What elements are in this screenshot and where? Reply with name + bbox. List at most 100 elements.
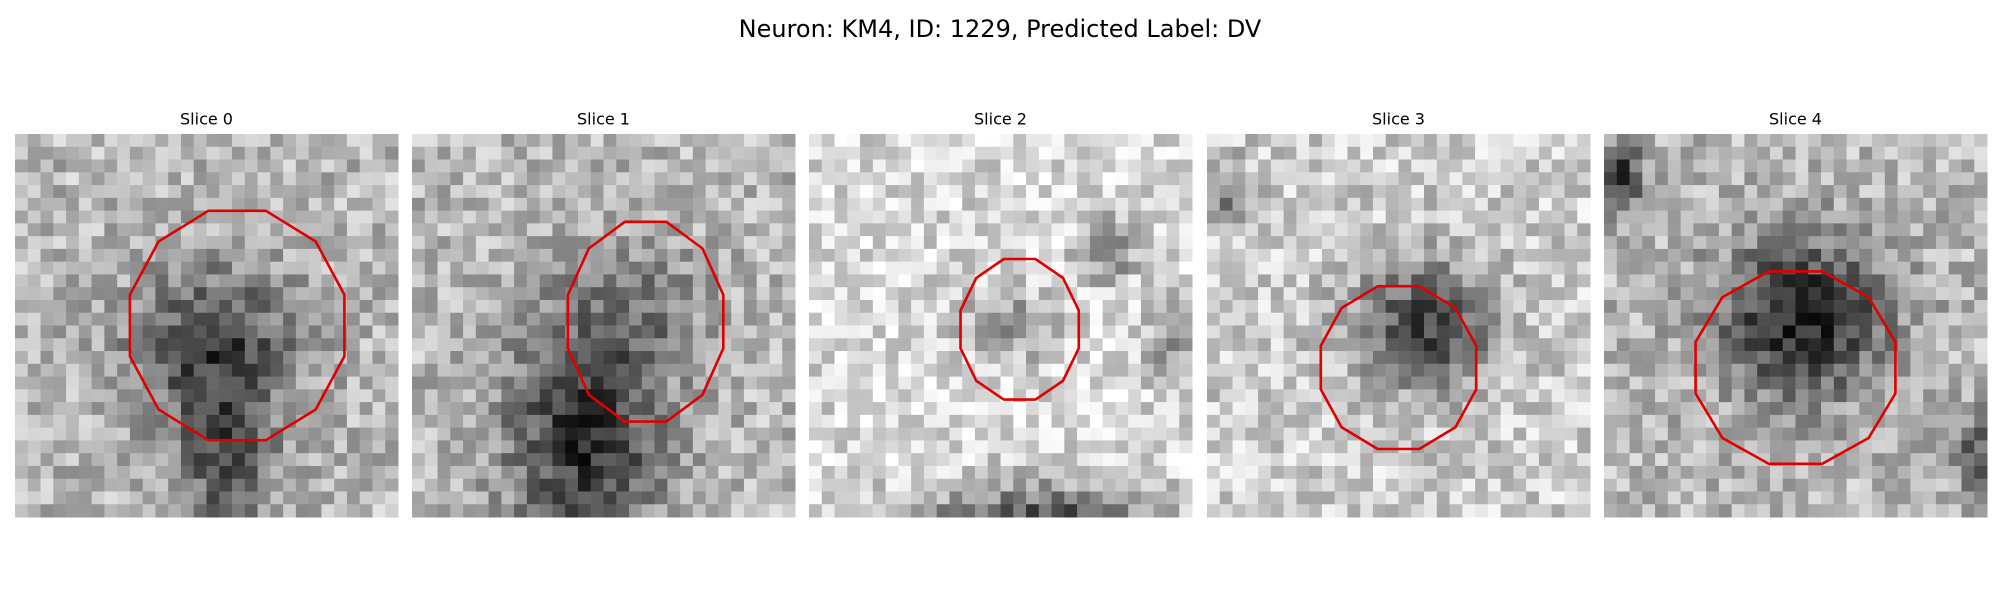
pixel — [936, 402, 950, 416]
pixel — [847, 389, 861, 403]
pixel — [1808, 248, 1822, 263]
pixel — [1089, 185, 1104, 199]
pixel — [1207, 504, 1221, 518]
pixel — [424, 440, 439, 454]
pixel — [616, 453, 630, 467]
pixel — [53, 325, 67, 339]
pixel — [372, 312, 386, 326]
pixel — [346, 248, 361, 263]
pixel — [1128, 312, 1142, 326]
pixel — [295, 248, 310, 263]
pixel — [974, 338, 989, 352]
pixel — [27, 478, 42, 492]
pixel — [1245, 389, 1259, 403]
pixel — [1744, 427, 1758, 441]
pixel — [1321, 312, 1336, 326]
pixel — [1872, 325, 1886, 339]
pixel — [270, 134, 284, 148]
pixel — [1462, 376, 1476, 390]
pixel — [1577, 299, 1591, 314]
pixel — [40, 402, 54, 416]
pixel — [911, 159, 925, 173]
pixel — [1179, 440, 1193, 454]
pixel — [308, 478, 322, 492]
pixel — [475, 376, 490, 390]
pixel — [1500, 274, 1514, 288]
pixel — [437, 351, 451, 365]
pixel — [206, 389, 220, 403]
pixel — [654, 185, 668, 199]
pixel — [15, 351, 29, 365]
pixel — [385, 504, 399, 518]
pixel — [847, 478, 861, 492]
pixel — [1961, 299, 1975, 314]
pixel — [1398, 261, 1412, 275]
pixel — [257, 351, 271, 365]
pixel — [424, 236, 439, 250]
pixel — [219, 236, 233, 250]
pixel — [359, 491, 373, 505]
pixel — [40, 440, 54, 454]
pixel — [1258, 159, 1272, 173]
pixel — [1859, 351, 1873, 365]
pixel — [667, 491, 681, 505]
pixel — [809, 159, 823, 173]
pixel — [1897, 389, 1911, 403]
pixel — [911, 440, 925, 454]
pixel — [117, 197, 131, 212]
pixel — [1513, 197, 1527, 212]
pixel — [629, 376, 643, 390]
pixel — [1693, 134, 1707, 148]
pixel — [603, 146, 617, 161]
pixel — [1757, 504, 1771, 518]
pixel — [539, 440, 553, 454]
pixel — [91, 351, 105, 365]
pixel — [1872, 465, 1886, 480]
pixel — [1462, 146, 1476, 161]
pixel — [1179, 146, 1193, 161]
pixel — [1872, 185, 1886, 199]
pixel — [1833, 504, 1848, 518]
pixel — [1051, 146, 1065, 161]
pixel — [718, 274, 732, 288]
pixel — [180, 453, 195, 467]
pixel — [1872, 440, 1886, 454]
pixel — [321, 159, 335, 173]
pixel — [232, 427, 246, 441]
pixel — [1140, 478, 1155, 492]
pixel — [1974, 172, 1988, 186]
pixel — [257, 134, 271, 148]
pixel — [923, 402, 938, 416]
pixel — [104, 223, 118, 237]
pixel — [295, 478, 310, 492]
pixel — [769, 363, 783, 378]
pixel — [577, 491, 592, 505]
pixel — [577, 172, 592, 186]
pixel — [40, 223, 54, 237]
pixel — [923, 338, 938, 352]
pixel — [1808, 312, 1822, 326]
pixel — [1321, 146, 1336, 161]
pixel — [142, 274, 156, 288]
pixel — [974, 325, 989, 339]
pixel — [295, 389, 310, 403]
pixel — [1102, 504, 1116, 518]
pixel — [488, 261, 502, 275]
pixel — [1667, 287, 1682, 301]
pixel — [424, 351, 439, 365]
pixel — [1655, 134, 1669, 148]
pixel — [782, 312, 796, 326]
pixel — [168, 134, 182, 148]
pixel — [769, 146, 783, 161]
pixel — [603, 287, 617, 301]
pixel — [66, 427, 80, 441]
pixel — [283, 376, 297, 390]
pixel — [129, 414, 144, 429]
pixel — [129, 325, 144, 339]
pixel — [308, 427, 322, 441]
pixel — [680, 414, 694, 429]
pixel — [1385, 478, 1399, 492]
pixel — [1551, 389, 1565, 403]
pixel — [1846, 274, 1860, 288]
pixel — [475, 210, 490, 224]
